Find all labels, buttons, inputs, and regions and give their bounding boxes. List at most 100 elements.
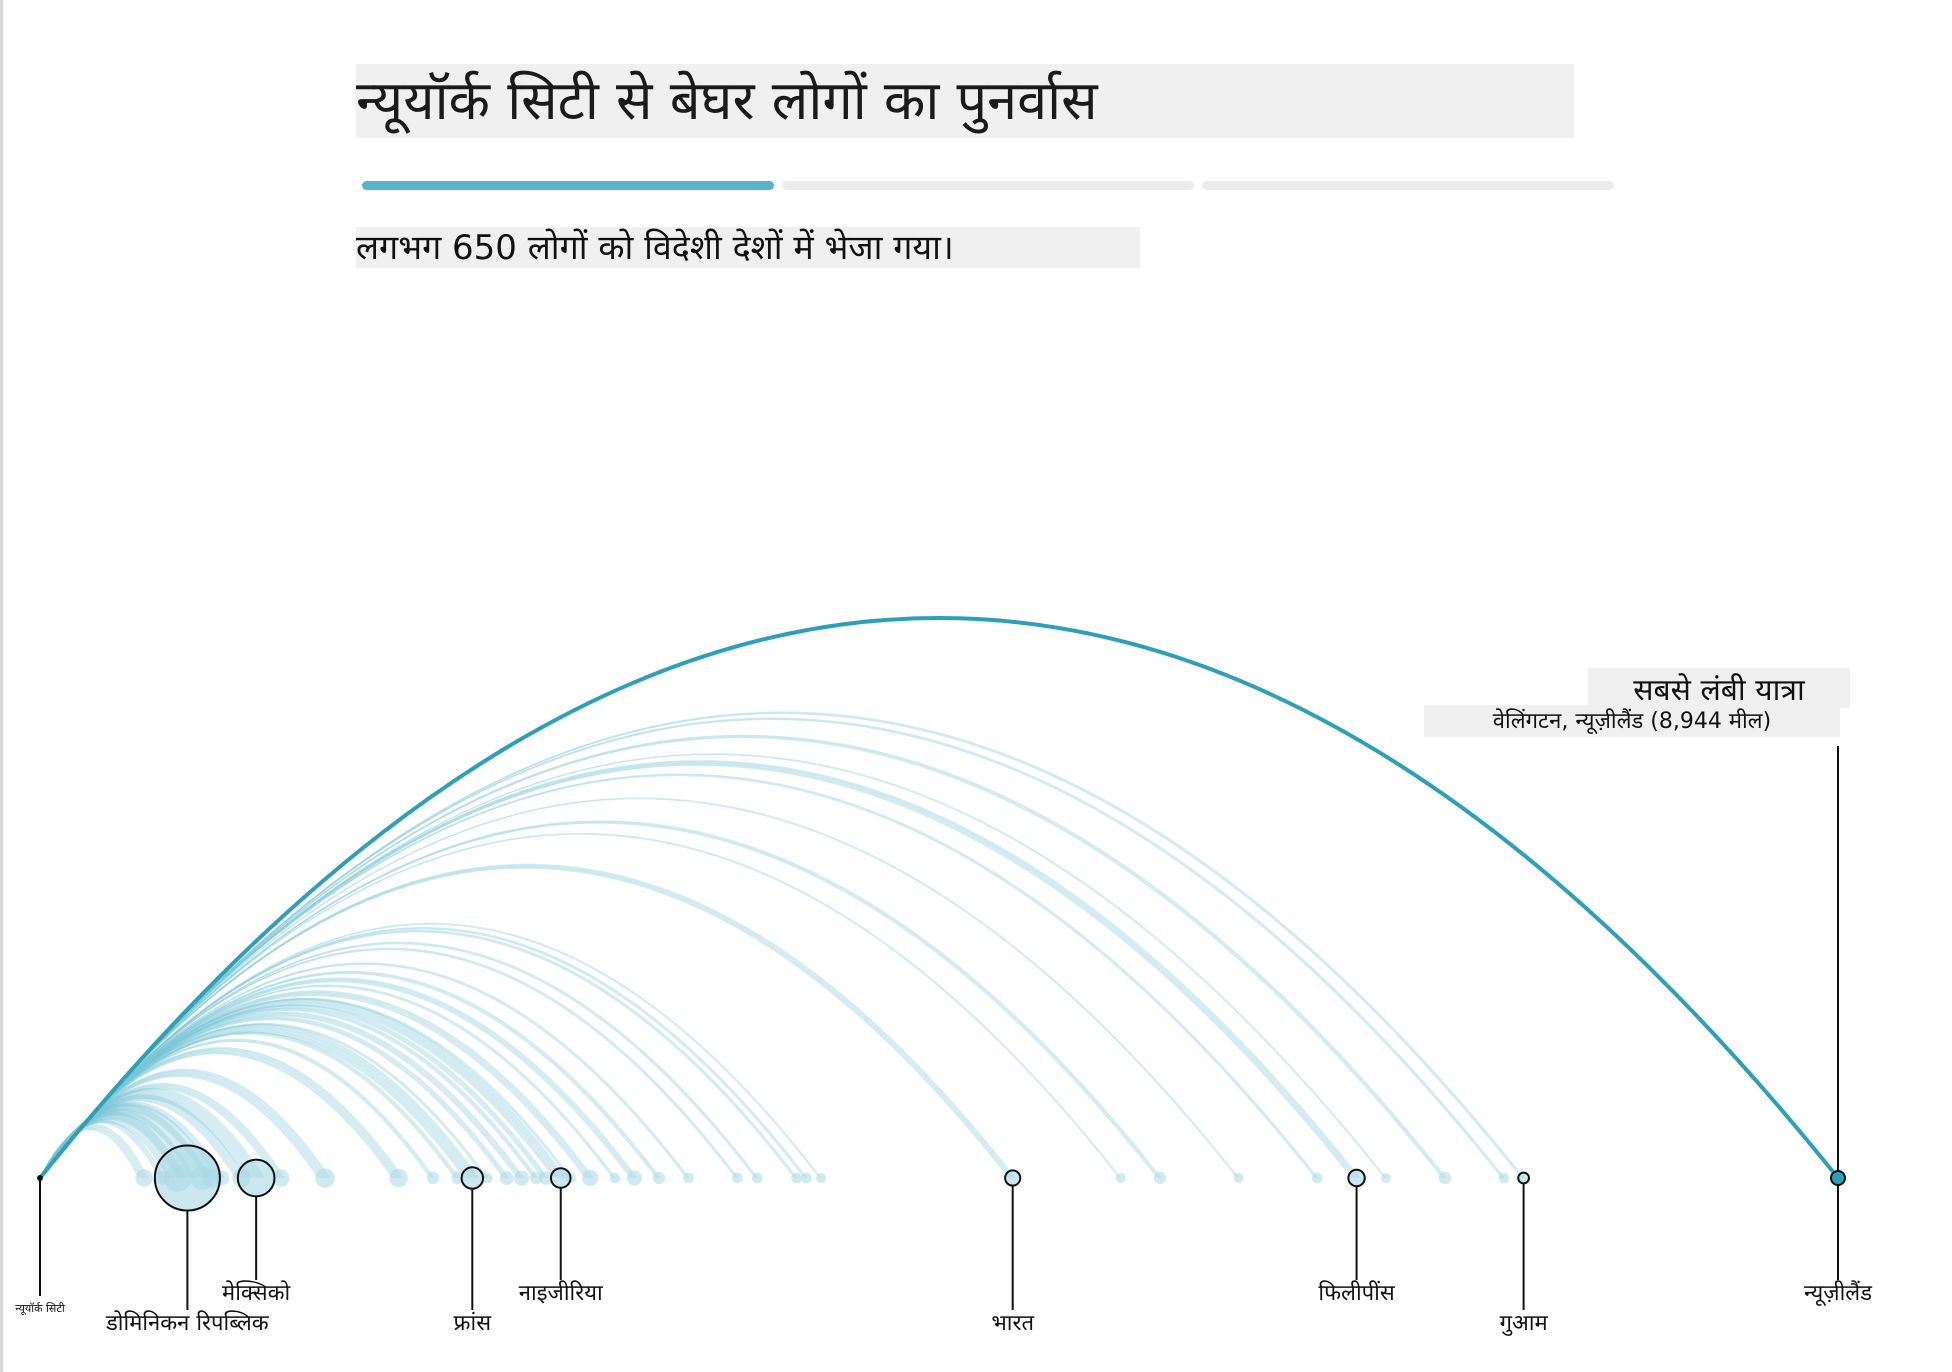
highlighted-dot	[1830, 1170, 1846, 1186]
destination-dot	[539, 1171, 553, 1185]
destination-arc	[39, 763, 1356, 1179]
destination-arc	[39, 1122, 161, 1179]
destination-arc	[39, 1094, 254, 1179]
destination-dot	[513, 1170, 530, 1186]
destination-arc	[39, 1117, 181, 1179]
destination-arc	[39, 1115, 180, 1179]
destination-arc	[39, 1116, 178, 1179]
destination-arc	[39, 1116, 177, 1179]
destination-arc	[39, 867, 1010, 1179]
destination-arc	[39, 948, 738, 1179]
destination-dot	[1498, 1172, 1510, 1184]
destination-arc	[39, 1102, 223, 1179]
destination-dot	[271, 1169, 290, 1187]
destination-arc	[39, 1121, 171, 1179]
destination-arc	[39, 1114, 181, 1179]
destination-arc	[39, 1098, 240, 1179]
page-subtitle: लगभग 650 लोगों को विदेशी देशों में भेजा …	[356, 228, 954, 268]
destination-arc	[39, 1099, 238, 1179]
destination-arc	[39, 928, 805, 1179]
destination-arc	[39, 1113, 182, 1179]
destination-arc	[39, 1121, 169, 1179]
destination-dot	[609, 1172, 621, 1184]
destination-arc	[39, 1092, 258, 1179]
destination-arc	[39, 734, 1447, 1179]
annotation-detail-bg	[1424, 705, 1840, 737]
destination-arc	[39, 1102, 218, 1179]
destination-dot	[135, 1169, 153, 1187]
destination-dot	[315, 1168, 335, 1188]
destination-arc	[39, 863, 1016, 1179]
destination-arc	[39, 865, 1014, 1179]
destination-arc	[39, 978, 637, 1179]
destination-arc	[39, 993, 589, 1179]
progress-step-1[interactable]	[362, 181, 774, 190]
destination-arc	[39, 949, 737, 1179]
destination-dot	[389, 1168, 408, 1188]
destination-arc	[39, 866, 1012, 1179]
destination-dot	[1438, 1171, 1452, 1185]
destination-arc	[39, 737, 1443, 1179]
destination-arc	[39, 1102, 224, 1179]
destination-arc	[39, 1085, 282, 1179]
destination-dot	[683, 1172, 694, 1184]
destination-arc	[39, 1117, 176, 1179]
destination-arc	[39, 1113, 184, 1179]
highlighted-dot	[460, 1166, 485, 1190]
destination-arc	[39, 1103, 221, 1179]
destination-arc	[39, 798, 1238, 1179]
destination-arc	[39, 1125, 146, 1179]
destination-arc	[39, 1127, 144, 1179]
destination-arc	[39, 986, 614, 1179]
destination-arc	[39, 754, 1386, 1179]
destination-arc	[39, 1119, 166, 1179]
destination-label: फिलीपींस	[1318, 1280, 1395, 1306]
destination-arc	[39, 1097, 242, 1179]
destination-arc	[39, 964, 687, 1179]
destination-arc	[39, 1124, 148, 1179]
destination-dot	[626, 1170, 643, 1186]
origin-label: न्यूयॉर्क सिटी	[15, 1302, 65, 1316]
destination-arc	[39, 866, 1011, 1179]
destination-arc	[39, 1092, 257, 1179]
destination-arc	[39, 926, 808, 1179]
destination-arc	[39, 941, 759, 1179]
destination-arc	[39, 1084, 283, 1179]
destination-arc	[39, 994, 588, 1179]
destination-arc	[39, 977, 638, 1179]
destination-arc	[39, 1114, 187, 1179]
destination-label: गुआम	[1500, 1311, 1549, 1336]
destination-arc	[39, 1095, 253, 1179]
destination-arc	[39, 1091, 260, 1179]
destination-arc	[39, 775, 1316, 1179]
progress-step-3[interactable]	[1202, 181, 1614, 190]
destination-arc	[39, 970, 661, 1179]
destination-arc	[39, 931, 795, 1179]
destination-arc	[39, 1116, 183, 1179]
destination-label: भारत	[991, 1311, 1034, 1336]
destination-arc	[39, 797, 1240, 1179]
destination-arc	[39, 821, 1160, 1179]
progress-step-2[interactable]	[782, 181, 1194, 190]
destination-arc	[39, 773, 1319, 1179]
dot-layer	[37, 1144, 1846, 1212]
destination-arc	[39, 735, 1446, 1179]
destination-arc	[39, 822, 1158, 1179]
destination-arc	[39, 930, 798, 1179]
destination-arc	[39, 930, 797, 1179]
destination-arc	[39, 981, 631, 1179]
destination-dot	[451, 1171, 464, 1185]
destination-arc	[39, 832, 1122, 1179]
destination-dot	[529, 1171, 543, 1185]
destination-dot	[800, 1172, 812, 1184]
destination-arc	[39, 774, 1318, 1179]
destination-arc	[39, 764, 1354, 1179]
destination-arc	[39, 1120, 164, 1179]
destination-arc	[39, 1118, 179, 1179]
destination-arc	[39, 713, 1523, 1179]
destination-arc	[39, 762, 1357, 1179]
destination-arc	[39, 1115, 184, 1179]
destination-arc	[39, 1089, 262, 1179]
destination-arc	[39, 1093, 256, 1179]
left-border	[0, 0, 3, 1372]
